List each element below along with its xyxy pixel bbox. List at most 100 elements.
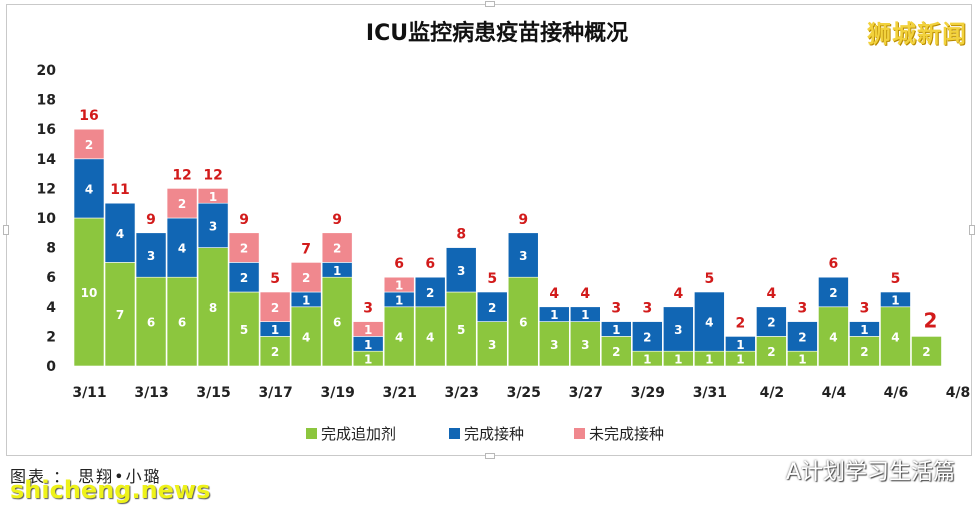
bar-segment: [849, 336, 880, 367]
total-label: 9: [332, 212, 342, 228]
data-label: 1: [736, 338, 744, 352]
x-tick-label: 4/6: [884, 385, 909, 401]
data-label: 4: [426, 330, 434, 344]
resize-handle-right[interactable]: [969, 225, 975, 235]
wechat-icon: [754, 460, 781, 479]
total-label: 3: [798, 301, 808, 317]
bar-segment: [538, 306, 570, 322]
data-label: 1: [395, 293, 403, 307]
x-tick-label: 3/21: [383, 385, 417, 401]
bar-segment: [756, 336, 787, 367]
data-label: 6: [333, 316, 341, 330]
total-label: 3: [363, 301, 373, 317]
bar-segment: [476, 291, 508, 322]
data-label: 2: [767, 345, 775, 359]
total-label: 3: [860, 301, 870, 317]
bar-segment: [104, 262, 136, 367]
data-label: 2: [829, 286, 837, 300]
data-label: 6: [519, 316, 527, 330]
bar-segment: [476, 321, 508, 367]
bars: 1042167411639642128311252292125412761291…: [73, 108, 942, 367]
data-label: 1: [798, 353, 806, 367]
bar-segment: [228, 291, 260, 367]
x-tick-label: 3/19: [320, 385, 354, 401]
total-label: 9: [518, 212, 528, 228]
bar-segment: [290, 306, 322, 367]
bar-segment: [414, 306, 446, 367]
data-label: 5: [457, 323, 465, 337]
bar-segment: [725, 336, 756, 352]
total-label: 6: [425, 256, 435, 272]
bar-segment: [414, 276, 446, 308]
data-label: 2: [302, 271, 310, 285]
data-label: 2: [798, 330, 806, 344]
data-label: 3: [147, 249, 155, 263]
y-tick-label: 6: [46, 270, 56, 286]
bar-segment: [632, 321, 663, 352]
bar-segment: [383, 306, 415, 367]
resize-handle-top[interactable]: [485, 1, 495, 7]
bar-segment: [321, 276, 353, 367]
data-label: 2: [767, 316, 775, 330]
bar-segment: [880, 291, 911, 308]
data-label: 4: [116, 227, 124, 241]
data-label: 1: [891, 293, 899, 307]
x-tick-label: 3/25: [507, 385, 541, 401]
data-label: 1: [364, 323, 372, 337]
data-label: 4: [829, 330, 837, 344]
bar-segment: [569, 306, 601, 322]
bar-segment: [228, 262, 260, 293]
data-label: 8: [209, 301, 217, 315]
bar-segment: [73, 217, 105, 367]
data-label: 2: [333, 242, 341, 256]
data-label: 1: [860, 323, 868, 337]
data-label: 6: [147, 316, 155, 330]
data-label: 4: [178, 242, 186, 256]
x-tick-label: 3/23: [445, 385, 479, 401]
y-tick-label: 0: [46, 359, 56, 375]
legend-swatch: [574, 428, 585, 439]
legend: 完成追加剂 完成接种 未完成接种: [306, 425, 664, 443]
data-label: 1: [333, 264, 341, 278]
data-label: 2: [612, 345, 620, 359]
data-label: 6: [178, 316, 186, 330]
y-tick-label: 20: [37, 63, 57, 79]
total-label: 4: [673, 286, 683, 302]
resize-handle-bottom[interactable]: [485, 453, 495, 459]
data-label: 1: [550, 308, 558, 322]
total-label: 11: [110, 182, 129, 198]
data-label: 2: [271, 301, 279, 315]
total-label: 4: [767, 286, 777, 302]
bar-segment: [259, 336, 291, 367]
data-label: 3: [519, 249, 527, 263]
x-tick-label: 3/13: [134, 385, 168, 401]
account-watermark: A计划学习生活篇: [754, 454, 955, 486]
data-label: 4: [705, 316, 713, 330]
data-label: 1: [674, 353, 682, 367]
account-name: A计划学习生活篇: [785, 460, 955, 485]
legend-swatch: [449, 428, 460, 439]
total-label: 7: [301, 241, 311, 257]
y-tick-label: 10: [37, 211, 57, 227]
data-label: 4: [891, 330, 899, 344]
bar-segment: [818, 276, 849, 308]
data-label: 3: [488, 338, 496, 352]
data-label: 2: [643, 330, 651, 344]
bar-segment: [321, 232, 353, 263]
legend-label: 完成追加剂: [321, 425, 396, 443]
data-label: 4: [302, 330, 310, 344]
resize-handle-left[interactable]: [3, 225, 9, 235]
data-label: 1: [643, 353, 651, 367]
bar-segment: [818, 306, 849, 367]
data-label: 4: [395, 330, 403, 344]
total-label: 5: [891, 271, 901, 287]
bar-segment: [569, 321, 601, 367]
y-tick-label: 14: [37, 152, 57, 168]
data-label: 1: [705, 353, 713, 367]
y-tick-label: 2: [46, 329, 56, 345]
data-label: 2: [860, 345, 868, 359]
bar-segment: [290, 262, 322, 293]
data-label: 7: [116, 308, 124, 322]
total-label: 4: [580, 286, 590, 302]
x-tick-label: 3/11: [72, 385, 106, 401]
